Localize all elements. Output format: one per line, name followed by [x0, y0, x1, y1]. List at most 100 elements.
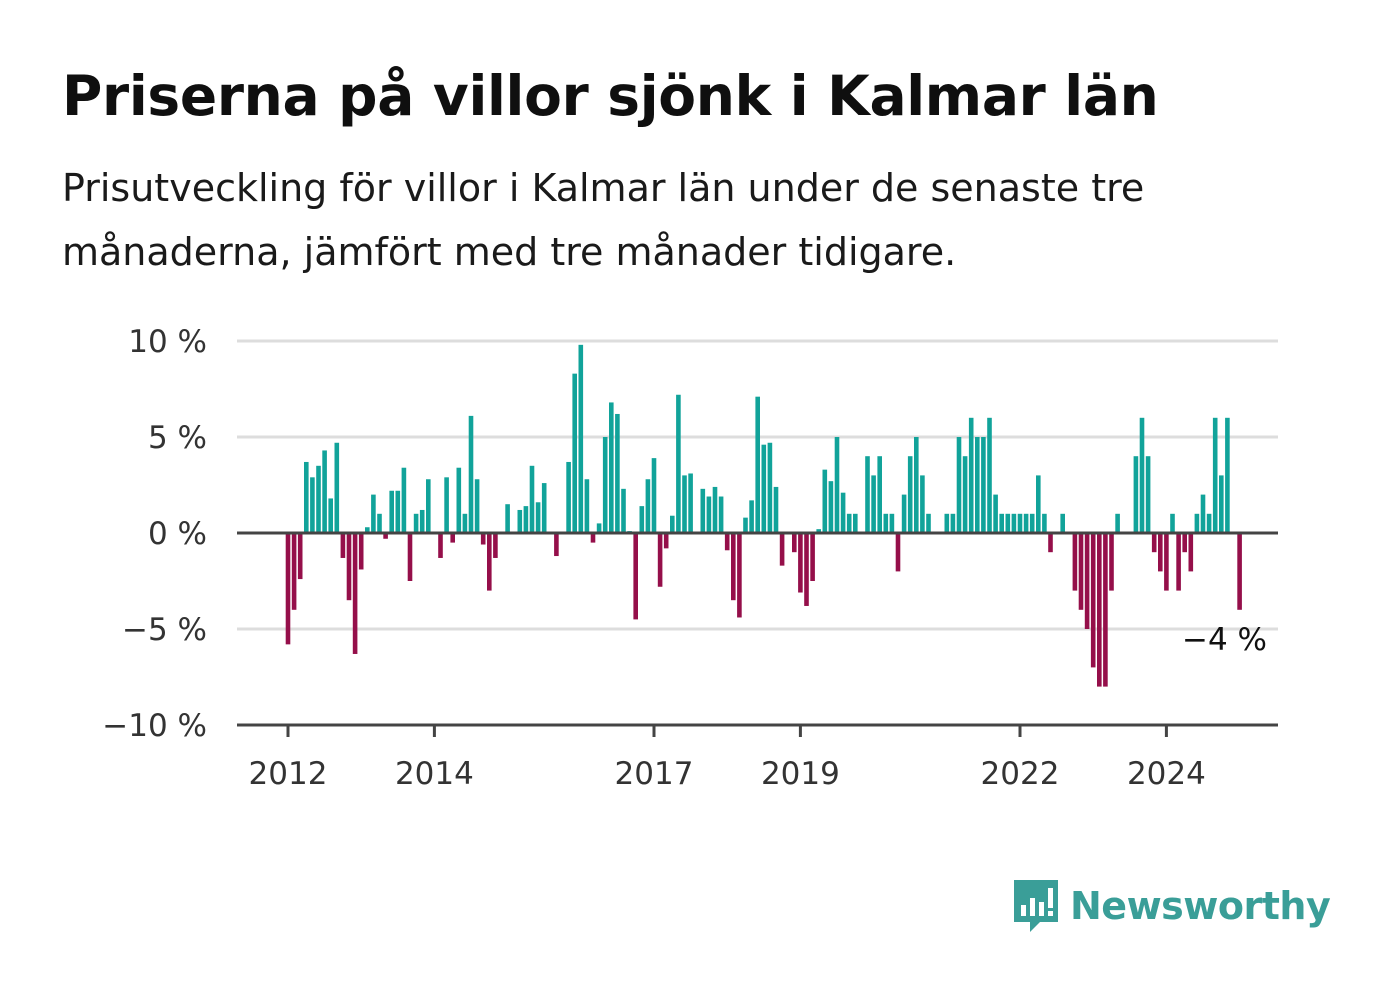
bar [389, 490, 394, 533]
axes [237, 531, 1278, 737]
bar [712, 486, 718, 533]
x-tick-label: 2022 [981, 756, 1060, 792]
y-axis-tick-labels: 10 % 5 % 0 % −5 % −10 % [102, 324, 207, 744]
bar [810, 533, 815, 581]
bar [1164, 533, 1169, 591]
x-axis-tick-labels: 2012 2014 2017 2019 2022 2024 [249, 756, 1206, 792]
bar [944, 513, 950, 533]
bar [1042, 513, 1047, 533]
bar [663, 533, 669, 549]
bar [523, 506, 529, 533]
bar [846, 513, 852, 533]
bar [1023, 513, 1029, 533]
y-tick-label: −10 % [102, 708, 207, 744]
brand-name: Newsworthy [1070, 884, 1331, 928]
bar [1200, 494, 1206, 533]
bar [413, 513, 419, 533]
bar [517, 509, 523, 533]
bar [1139, 417, 1145, 533]
newsworthy-logo[interactable]: Newsworthy [1010, 876, 1331, 936]
bar [798, 533, 803, 593]
bar [438, 533, 443, 558]
bar [1188, 533, 1194, 572]
bar [975, 437, 980, 533]
bar [1176, 533, 1181, 591]
chart-subtitle: Prisutveckling för villor i Kalmar län u… [62, 166, 1145, 274]
bar [1078, 533, 1084, 610]
bar [1084, 533, 1090, 629]
bar [907, 456, 913, 533]
bar [792, 533, 797, 553]
bar [700, 488, 706, 533]
x-tick-label: 2024 [1127, 756, 1206, 792]
bar [541, 483, 547, 533]
bar [1225, 417, 1230, 533]
bar [621, 488, 626, 533]
bar [987, 417, 992, 533]
bar [480, 533, 486, 545]
bar [865, 456, 870, 533]
x-tick-label: 2014 [395, 756, 474, 792]
bar [779, 533, 785, 566]
bar [883, 513, 889, 533]
bar [419, 509, 425, 533]
bar [1194, 513, 1200, 533]
bar [968, 417, 974, 533]
bar [334, 442, 340, 533]
bar [706, 496, 712, 533]
bar [731, 533, 736, 601]
bar [639, 506, 645, 533]
bar [1206, 513, 1212, 533]
bar [596, 523, 602, 533]
bar [914, 437, 919, 533]
bar [1029, 513, 1035, 533]
bar [615, 413, 620, 533]
bar [761, 444, 767, 533]
bar [285, 533, 291, 645]
bar [365, 527, 370, 533]
bar [688, 473, 693, 533]
bar [328, 498, 333, 533]
bar [767, 442, 773, 533]
bar [956, 437, 962, 533]
bar [1036, 475, 1041, 533]
bar [426, 479, 431, 533]
bar [962, 456, 968, 533]
bar [1005, 513, 1011, 533]
bar [633, 533, 638, 620]
bar [358, 533, 364, 570]
bar [316, 465, 321, 533]
bar [822, 469, 828, 533]
bar [840, 492, 846, 533]
bar [590, 533, 596, 543]
bar [816, 529, 821, 533]
bar [1103, 533, 1108, 687]
bar [554, 533, 559, 557]
bar [853, 513, 858, 533]
bar [920, 475, 925, 533]
bar [487, 533, 492, 591]
bar [1133, 456, 1139, 533]
bar [737, 533, 742, 618]
bar [834, 437, 840, 533]
bar [1170, 513, 1175, 533]
bar [535, 502, 541, 533]
bar [529, 465, 535, 533]
bar [1115, 513, 1120, 533]
bar [950, 513, 956, 533]
bar [1060, 513, 1065, 533]
bar [566, 461, 571, 533]
bar [676, 394, 681, 533]
bar [1212, 417, 1218, 533]
bar [462, 513, 468, 533]
bar [371, 494, 376, 533]
x-tick-label: 2019 [761, 756, 840, 792]
bar [450, 533, 455, 543]
bar [1145, 456, 1151, 533]
bar [749, 500, 754, 533]
bar [651, 458, 657, 533]
x-tick-label: 2017 [615, 756, 694, 792]
bar [407, 533, 413, 581]
bar [1237, 533, 1242, 610]
bar [377, 513, 382, 533]
